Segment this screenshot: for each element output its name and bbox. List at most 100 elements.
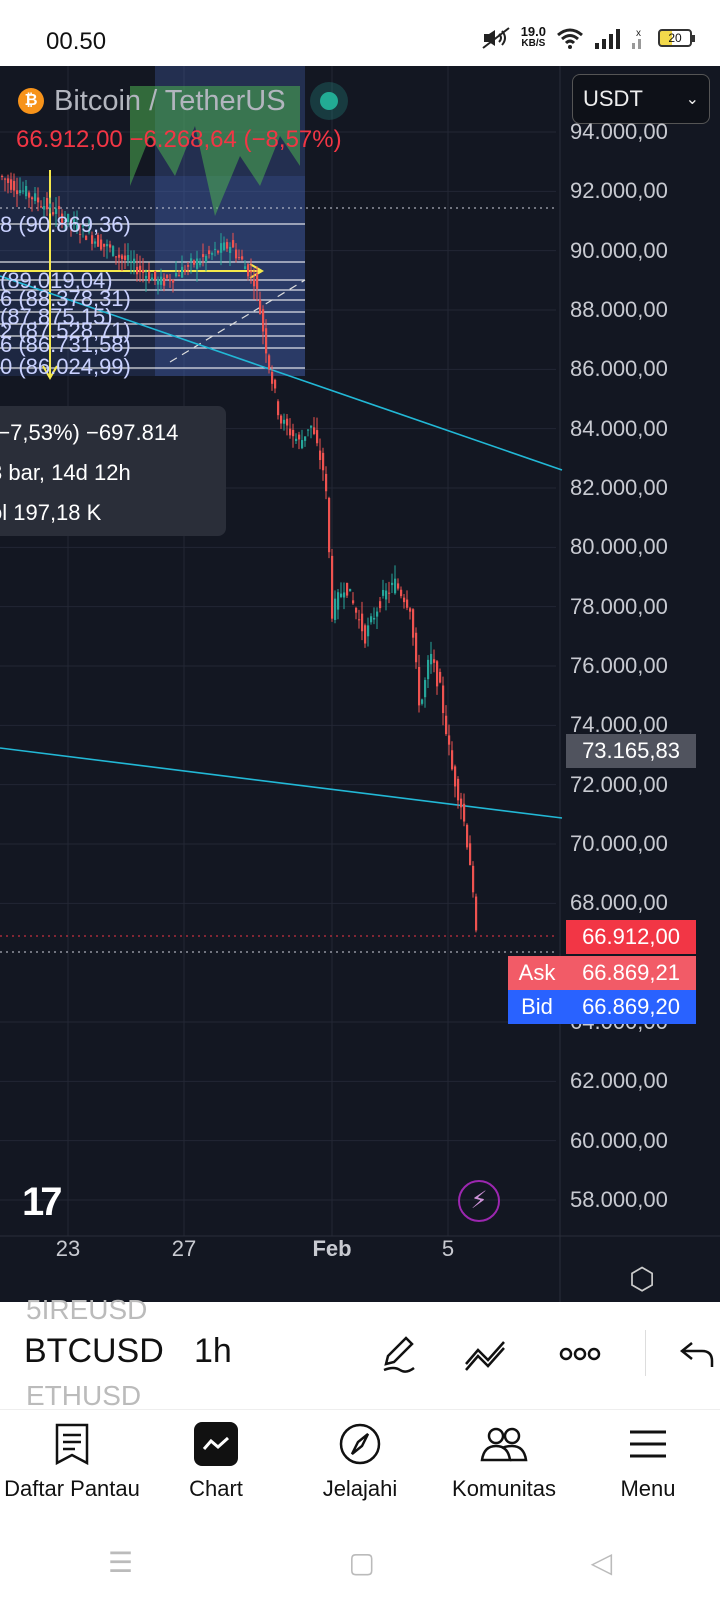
candle-down — [154, 271, 157, 280]
pencil-icon[interactable] — [374, 1332, 422, 1376]
candle-down — [433, 659, 436, 663]
status-time: 00.50 — [46, 28, 107, 55]
candle-up — [22, 190, 25, 192]
last-price-tag: 66.912,00 — [566, 920, 696, 954]
price-axis-label: 76.000,00 — [570, 653, 668, 678]
pair-title[interactable]: Bitcoin / TetherUS — [54, 84, 286, 117]
bid-label: Bid — [508, 990, 566, 1024]
candle-down — [253, 279, 256, 287]
candle-up — [88, 230, 91, 233]
candle-down — [322, 452, 325, 471]
candle-down — [10, 179, 13, 190]
lightning-icon[interactable]: ⚡ — [458, 1180, 500, 1222]
chart-settings-icon[interactable]: ⬡ — [628, 1263, 656, 1296]
candle-down — [289, 428, 292, 436]
candle-down — [109, 244, 112, 248]
candle-up — [133, 258, 136, 264]
currency-select[interactable]: USDT ⌄ — [572, 74, 710, 124]
price-axis-label: 62.000,00 — [570, 1068, 668, 1094]
candle-down — [166, 275, 169, 279]
candle-up — [175, 273, 178, 277]
candle-up — [223, 242, 226, 251]
candle-up — [244, 266, 247, 270]
signal-off-icon: x — [632, 28, 641, 49]
candle-down — [361, 613, 364, 632]
candle-down — [238, 257, 241, 259]
candle-down — [274, 379, 277, 389]
compass-icon — [336, 1420, 384, 1468]
nav-label: Daftar Pantau — [4, 1476, 140, 1501]
candle-up — [49, 203, 52, 208]
nav-label: Chart — [189, 1476, 243, 1501]
nav-label: Komunitas — [452, 1476, 556, 1501]
price-axis-label: 70.000,00 — [570, 831, 668, 856]
candle-down — [169, 279, 172, 282]
candle-down — [40, 206, 43, 208]
nav-jelajahi[interactable]: Jelajahi — [288, 1410, 432, 1524]
candle-up — [373, 618, 376, 620]
candle-up — [376, 611, 379, 617]
nav-label: Jelajahi — [322, 1476, 398, 1501]
candle-up — [367, 625, 370, 637]
candlesticks — [1, 86, 478, 933]
mute-icon — [482, 27, 510, 49]
candle-down — [217, 250, 220, 253]
candle-down — [262, 309, 265, 332]
candle-up — [337, 592, 340, 610]
time-axis-label: 23 — [55, 1236, 81, 1261]
nav-komunitas[interactable]: Komunitas — [432, 1410, 576, 1524]
symbol-next[interactable]: ETHUSD — [26, 1380, 142, 1411]
candle-up — [145, 275, 148, 279]
candle-down — [46, 198, 49, 210]
candle-up — [421, 699, 424, 704]
fib-level-label: 8 (90.869,36) — [0, 212, 131, 237]
candle-down — [250, 271, 253, 273]
candle-down — [70, 219, 73, 224]
interval-select[interactable]: 1h — [194, 1332, 232, 1370]
market-open-indicator — [309, 82, 348, 120]
nav-chart[interactable]: Chart — [144, 1410, 288, 1524]
bottom-navigation: Daftar Pantau Chart Jelajahi Komunitas M… — [0, 1410, 720, 1524]
back-icon[interactable]: ◁ — [590, 1546, 613, 1578]
undo-icon[interactable] — [672, 1332, 720, 1376]
symbol-previous[interactable]: 5IREUSD — [26, 1294, 148, 1325]
nav-menu[interactable]: Menu — [576, 1410, 720, 1524]
price-chart[interactable] — [0, 66, 720, 1302]
candle-down — [7, 178, 10, 183]
pair-header[interactable]: ₿ Bitcoin / TetherUS — [18, 82, 348, 120]
candle-down — [475, 896, 478, 931]
nav-daftar-pantau[interactable]: Daftar Pantau — [0, 1410, 144, 1524]
fib-level-label: 6 (88.378,31) — [0, 286, 131, 311]
candle-up — [370, 616, 373, 623]
candle-up — [427, 659, 430, 680]
more-icon[interactable] — [556, 1332, 604, 1376]
chart-area[interactable]: ₿ Bitcoin / TetherUS 66.912,00 −6.268,64… — [0, 66, 720, 1302]
price-axis-label: 90.000,00 — [570, 237, 668, 263]
candle-up — [307, 429, 310, 431]
candle-up — [94, 241, 97, 244]
fib-level-label: 2 (87.528,71) — [0, 318, 131, 343]
candle-down — [208, 250, 211, 255]
fib-level-label: 0 (86.024,99) — [0, 354, 131, 379]
dashed-trendline — [169, 279, 306, 363]
candle-down — [16, 190, 19, 195]
candle-up — [73, 219, 76, 224]
candle-up — [112, 246, 115, 256]
watchlist-icon — [48, 1420, 96, 1468]
price-axis-label: 94.000,00 — [570, 119, 668, 144]
candle-down — [172, 279, 175, 283]
price-axis-label: 80.000,00 — [570, 534, 668, 560]
candle-down — [142, 269, 145, 273]
measure-change: (−7,53%) −697.814 — [0, 420, 179, 445]
candle-up — [343, 592, 346, 598]
symbol-current[interactable]: BTCUSD — [24, 1332, 164, 1370]
ask-price-tag: 66.869,21 — [566, 956, 696, 990]
price-axis-label: 92.000,00 — [570, 178, 668, 204]
candle-down — [379, 601, 382, 609]
recent-apps-icon[interactable]: ☰ — [107, 1546, 133, 1578]
indicators-icon[interactable] — [462, 1332, 510, 1376]
candle-down — [406, 599, 409, 608]
candle-up — [160, 276, 163, 285]
tradingview-logo[interactable]: 17 — [22, 1180, 62, 1224]
home-icon[interactable]: ▢ — [348, 1546, 376, 1578]
